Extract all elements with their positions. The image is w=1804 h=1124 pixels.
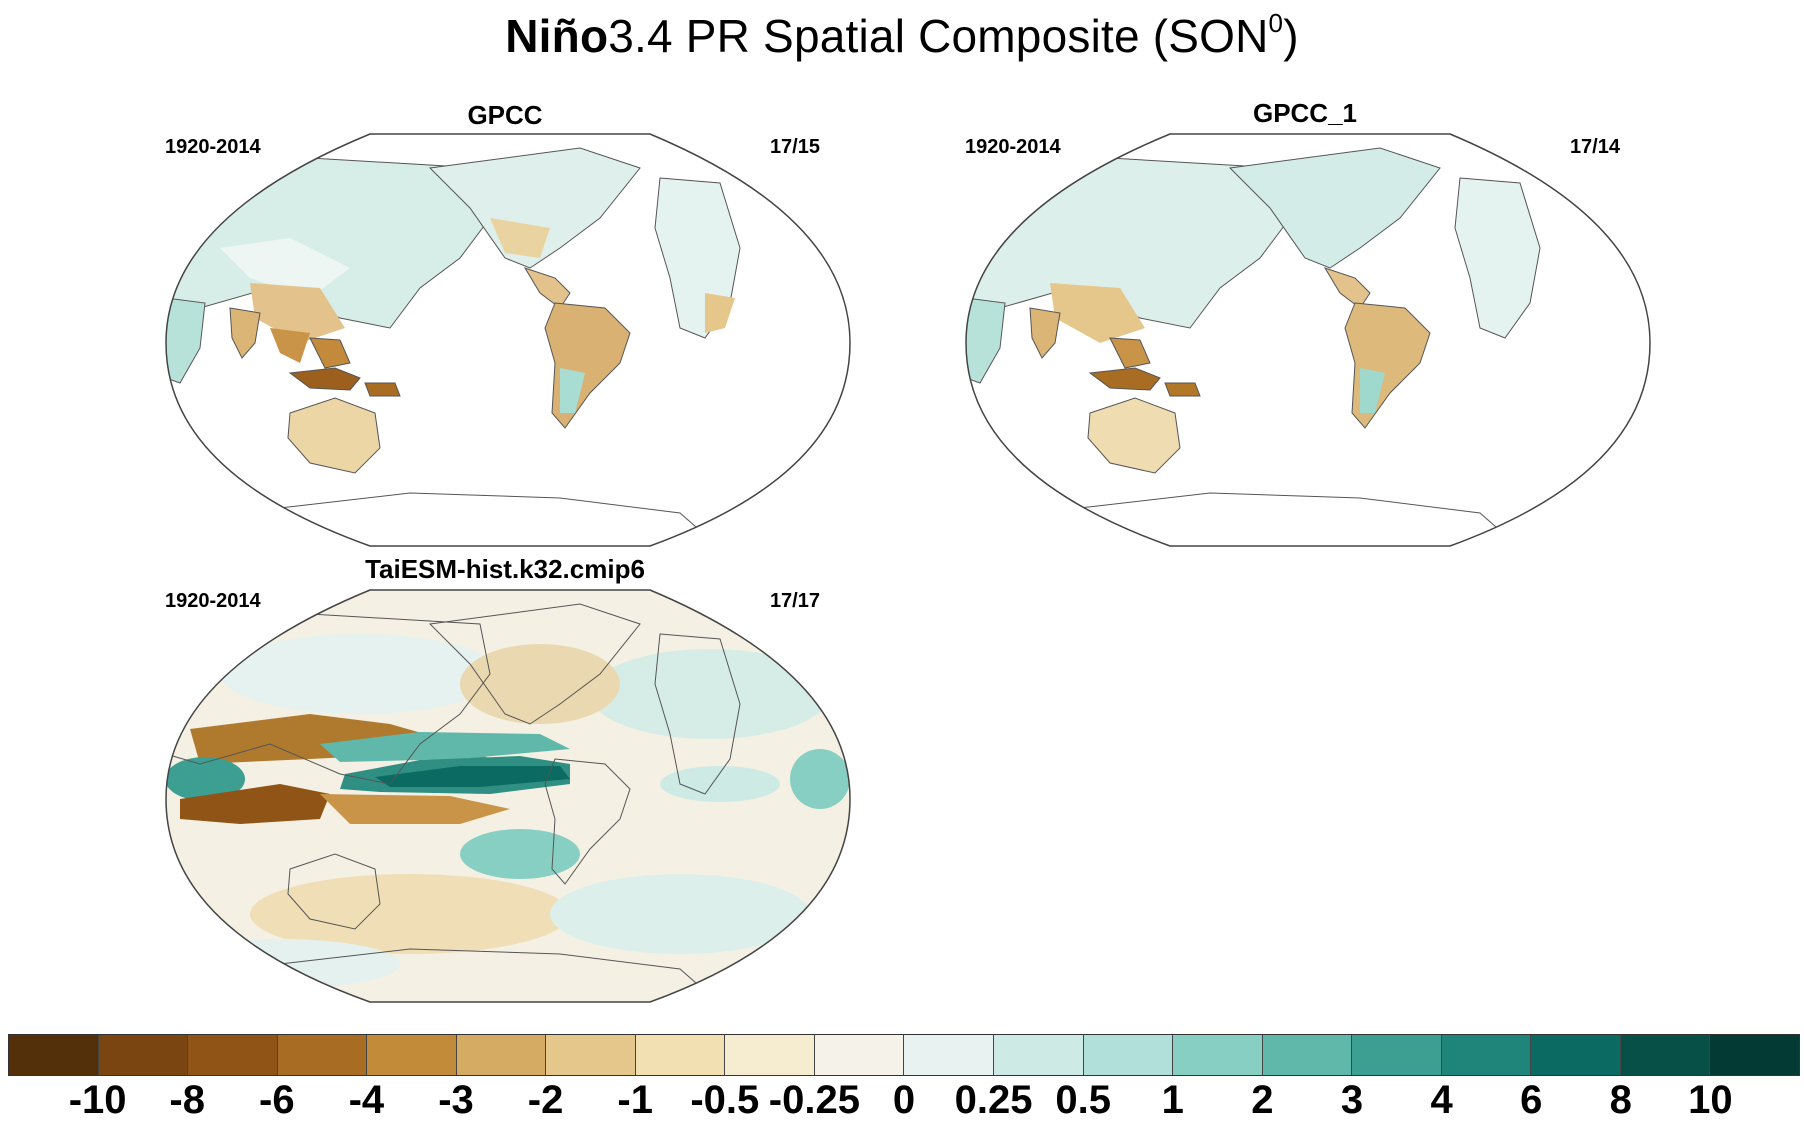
colorbar-tick-label: 6 xyxy=(1520,1078,1543,1122)
colorbar-box xyxy=(1083,1035,1174,1075)
colorbar xyxy=(8,1034,1800,1076)
map-gpcc1 xyxy=(965,133,1651,547)
panel-ratio-gpcc: 17/15 xyxy=(769,136,820,158)
panel-ratio-gpcc1: 17/14 xyxy=(1569,136,1620,158)
colorbar-tick-label: -2 xyxy=(527,1078,564,1122)
panel-ratio-taiesm: 17/17 xyxy=(769,590,820,612)
colorbar-box xyxy=(1441,1035,1532,1075)
colorbar-box xyxy=(1531,1035,1621,1075)
colorbar-box xyxy=(9,1035,99,1075)
panel-title-gpcc: GPCC xyxy=(467,100,543,130)
colorbar-box xyxy=(277,1035,368,1075)
colorbar-tick-label: 2 xyxy=(1251,1078,1274,1122)
colorbar-tick-label: 0 xyxy=(892,1078,916,1122)
colorbar-box xyxy=(1262,1035,1353,1075)
panel-years-gpcc: 1920-2014 xyxy=(165,136,261,158)
colorbar-tick-label: 4 xyxy=(1430,1078,1453,1122)
colorbar-box xyxy=(1620,1035,1711,1075)
colorbar-box xyxy=(725,1035,815,1075)
colorbar-tick-label: -10 xyxy=(68,1078,127,1122)
panel-title-gpcc1: GPCC_1 xyxy=(1252,98,1358,128)
colorbar-tick-label: 3 xyxy=(1340,1078,1364,1122)
colorbar-box xyxy=(635,1035,726,1075)
colorbar-tick-label: 0.5 xyxy=(1055,1078,1111,1122)
colorbar-tick-label: 0.25 xyxy=(954,1078,1033,1122)
panel-title-taiesm: TaiESM-hist.k32.cmip6 xyxy=(365,554,645,584)
map-taiesm xyxy=(165,589,851,1003)
figure-title: Niño3.4 PR Spatial Composite (SON0) xyxy=(505,8,1299,62)
colorbar-tick-label: -0.5 xyxy=(690,1078,760,1122)
colorbar-box xyxy=(994,1035,1084,1075)
panel-years-taiesm: 1920-2014 xyxy=(165,590,261,612)
panel-years-gpcc1: 1920-2014 xyxy=(965,136,1061,158)
colorbar-tick-label: -6 xyxy=(259,1078,295,1122)
colorbar-tick-label: -4 xyxy=(348,1078,385,1122)
colorbar-box xyxy=(1173,1035,1263,1075)
colorbar-box xyxy=(814,1035,905,1075)
colorbar-tick-label: -0.25 xyxy=(768,1078,860,1122)
colorbar-tick-label: 8 xyxy=(1609,1078,1632,1122)
colorbar-box xyxy=(546,1035,636,1075)
colorbar-tick-label: -8 xyxy=(169,1078,205,1122)
colorbar-box xyxy=(1710,1035,1799,1075)
map-gpcc xyxy=(165,133,851,547)
colorbar-tick-label: 10 xyxy=(1688,1078,1733,1122)
colorbar-tick-label: 1 xyxy=(1161,1078,1184,1122)
colorbar-box xyxy=(367,1035,457,1075)
colorbar-box xyxy=(188,1035,278,1075)
colorbar-box xyxy=(456,1035,547,1075)
colorbar-box xyxy=(1352,1035,1442,1075)
colorbar-tick-label: -1 xyxy=(617,1078,653,1122)
colorbar-tick-label: -3 xyxy=(438,1078,474,1122)
colorbar-box xyxy=(98,1035,189,1075)
colorbar-box xyxy=(904,1035,995,1075)
